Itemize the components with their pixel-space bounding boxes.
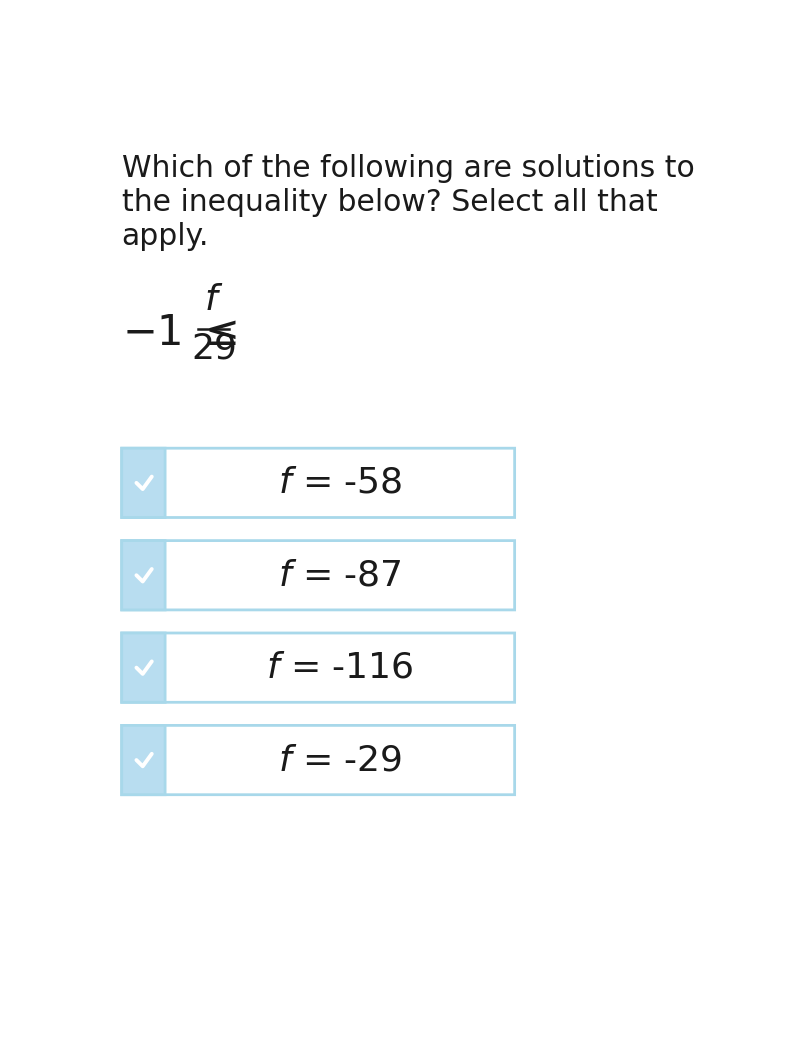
Text: the inequality below? Select all that: the inequality below? Select all that [122,188,658,217]
Text: $\mathit{f}$ = -29: $\mathit{f}$ = -29 [278,743,402,777]
Text: apply.: apply. [122,222,210,251]
FancyBboxPatch shape [122,541,165,609]
Text: $29$: $29$ [190,332,235,366]
FancyBboxPatch shape [122,726,165,795]
Text: $\mathit{f}$ = -87: $\mathit{f}$ = -87 [278,558,402,592]
Text: Which of the following are solutions to: Which of the following are solutions to [122,154,694,183]
Text: $\mathit{f}$ = -58: $\mathit{f}$ = -58 [278,466,402,500]
FancyBboxPatch shape [122,633,514,702]
FancyBboxPatch shape [122,726,514,795]
FancyBboxPatch shape [122,448,514,518]
FancyBboxPatch shape [122,541,514,609]
Text: $f$: $f$ [203,283,222,316]
Text: $\mathit{f}$ = -116: $\mathit{f}$ = -116 [266,651,414,684]
FancyBboxPatch shape [122,633,165,702]
Text: $-1\ \leq$: $-1\ \leq$ [122,312,237,355]
FancyBboxPatch shape [122,448,165,518]
